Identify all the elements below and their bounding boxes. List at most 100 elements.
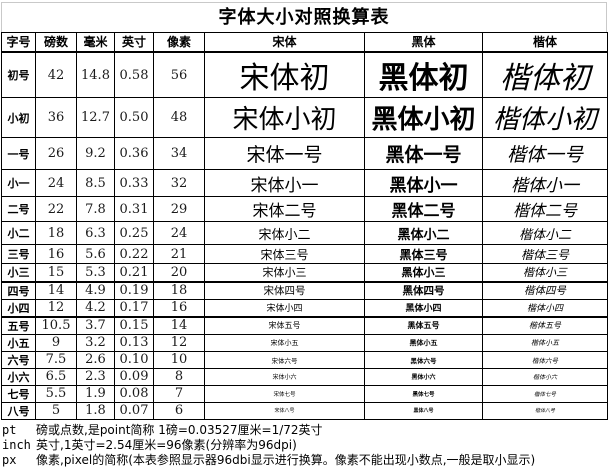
- cell-px: 12: [153, 333, 205, 352]
- table-row: 一号 26 9.2 0.36 34 宋体一号 黑体一号 楷体一号: [1, 137, 608, 170]
- cell-hei: 黑体二号: [364, 196, 483, 222]
- cell-px: 48: [153, 97, 205, 138]
- cell-hei: 黑体六号: [364, 350, 483, 369]
- footnote-text: 像素,pixel的简称(本表参照显示器96dbi显示进行换算。像素不能出现小数点…: [36, 452, 536, 467]
- cell-kai: 楷体小六: [482, 367, 608, 386]
- cell-kai: 楷体小五: [482, 333, 608, 352]
- cell-mm: 14.8: [76, 51, 115, 98]
- cell-size: 小二: [1, 221, 36, 245]
- cell-song: 宋体小六: [204, 367, 365, 386]
- cell-song: 宋体二号: [204, 196, 365, 222]
- table-body: 初号 42 14.8 0.58 56 宋体初 黑体初 楷体初 小初 36 12.7 0.50 48 宋体小…: [1, 51, 608, 420]
- cell-song: 宋体三号: [204, 244, 365, 264]
- document-title-box: 字体大小对照换算表: [1, 2, 607, 32]
- cell-song: 宋体初: [204, 51, 365, 98]
- cell-song: 宋体七号: [204, 384, 365, 403]
- cell-px: 14: [153, 315, 205, 335]
- cell-size: 一号: [1, 137, 36, 170]
- cell-inch: 0.17: [114, 298, 154, 317]
- cell-px: 29: [153, 196, 205, 222]
- cell-mm: 6.3: [76, 221, 115, 245]
- footnotes: pt 磅或点数,是point简称 1磅=0.03527厘米=1/72英寸 inch 英…: [2, 423, 608, 468]
- cell-mm: 3.2: [76, 333, 115, 352]
- cell-kai: 楷体小二: [482, 221, 608, 245]
- cell-size: 小初: [1, 97, 36, 138]
- cell-mm: 3.7: [76, 315, 115, 335]
- cell-hei: 黑体小三: [364, 263, 483, 282]
- table-row: 小四 12 4.2 0.17 16 宋体小四 黑体小四 楷体小四: [1, 298, 608, 317]
- cell-hei: 黑体八号: [364, 401, 483, 420]
- cell-kai: 楷体初: [482, 51, 608, 98]
- cell-kai: 楷体二号: [482, 196, 608, 222]
- table-row: 小三 15 5.3 0.21 20 宋体小三 黑体小三 楷体小三: [1, 263, 608, 282]
- column-header-mm: 毫米: [76, 32, 115, 53]
- cell-pt: 16: [35, 244, 77, 264]
- cell-px: 34: [153, 137, 205, 170]
- cell-size: 小六: [1, 367, 36, 386]
- cell-px: 20: [153, 263, 205, 282]
- cell-mm: 8.5: [76, 169, 115, 197]
- footnote-key: px: [2, 452, 17, 467]
- cell-kai: 楷体小四: [482, 298, 608, 317]
- cell-size: 二号: [1, 196, 36, 222]
- cell-kai: 楷体七号: [482, 384, 608, 403]
- cell-song: 宋体八号: [204, 401, 365, 420]
- column-header-size: 字号: [1, 32, 36, 53]
- cell-hei: 黑体三号: [364, 244, 483, 264]
- cell-kai: 楷体五号: [482, 315, 608, 335]
- cell-pt: 24: [35, 169, 77, 197]
- cell-size: 五号: [1, 315, 36, 335]
- cell-song: 宋体一号: [204, 137, 365, 170]
- cell-size: 初号: [1, 51, 36, 98]
- cell-mm: 4.2: [76, 298, 115, 317]
- cell-kai: 楷体八号: [482, 401, 608, 420]
- cell-song: 宋体小一: [204, 169, 365, 197]
- table-row: 小初 36 12.7 0.50 48 宋体小初 黑体小初 楷体小初: [1, 97, 608, 138]
- cell-mm: 7.8: [76, 196, 115, 222]
- cell-song: 宋体六号: [204, 350, 365, 369]
- cell-inch: 0.22: [114, 244, 154, 264]
- table-row: 初号 42 14.8 0.58 56 宋体初 黑体初 楷体初: [1, 51, 608, 98]
- cell-pt: 5.5: [35, 384, 77, 403]
- cell-hei: 黑体小五: [364, 333, 483, 352]
- cell-px: 7: [153, 384, 205, 403]
- cell-inch: 0.10: [114, 350, 154, 369]
- cell-size: 小五: [1, 333, 36, 352]
- cell-hei: 黑体小六: [364, 367, 483, 386]
- cell-inch: 0.58: [114, 51, 154, 98]
- column-header-songti: 宋体: [204, 32, 365, 53]
- font-size-conversion-table: 字号 磅数 毫米 英寸 像素 宋体 黑体 楷体 初号 42 14.8 0.58 56 宋体…: [1, 32, 608, 420]
- cell-song: 宋体小五: [204, 333, 365, 352]
- cell-song: 宋体小四: [204, 298, 365, 317]
- table-row: 二号 22 7.8 0.31 29 宋体二号 黑体二号 楷体二号: [1, 196, 608, 222]
- cell-song: 宋体五号: [204, 315, 365, 335]
- column-header-px: 像素: [153, 32, 205, 53]
- column-header-kaiti: 楷体: [482, 32, 608, 53]
- cell-size: 小一: [1, 169, 36, 197]
- cell-pt: 14: [35, 280, 77, 300]
- cell-hei: 黑体五号: [364, 315, 483, 335]
- cell-kai: 楷体三号: [482, 244, 608, 264]
- cell-hei: 黑体一号: [364, 137, 483, 170]
- footnote-row: inch 英寸,1英寸=2.54厘米=96像素(分辨率为96dpi): [2, 438, 608, 453]
- table-row: 四号 14 4.9 0.19 18 宋体四号 黑体四号 楷体四号: [1, 280, 608, 300]
- cell-inch: 0.31: [114, 196, 154, 222]
- cell-size: 六号: [1, 350, 36, 369]
- cell-px: 21: [153, 244, 205, 264]
- column-header-pt: 磅数: [35, 32, 77, 53]
- table-header: 字号 磅数 毫米 英寸 像素 宋体 黑体 楷体: [1, 32, 608, 53]
- cell-hei: 黑体小二: [364, 221, 483, 245]
- cell-kai: 楷体一号: [482, 137, 608, 170]
- table-row: 小一 24 8.5 0.33 32 宋体小一 黑体小一 楷体小一: [1, 169, 608, 197]
- cell-mm: 2.6: [76, 350, 115, 369]
- cell-song: 宋体小二: [204, 221, 365, 245]
- cell-kai: 楷体小三: [482, 263, 608, 282]
- cell-px: 6: [153, 401, 205, 420]
- cell-pt: 26: [35, 137, 77, 170]
- page-title: 字体大小对照换算表: [218, 6, 390, 28]
- cell-px: 16: [153, 298, 205, 317]
- cell-kai: 楷体小初: [482, 97, 608, 138]
- footnote-text: 英寸,1英寸=2.54厘米=96像素(分辨率为96dpi): [36, 437, 297, 452]
- cell-song: 宋体四号: [204, 280, 365, 300]
